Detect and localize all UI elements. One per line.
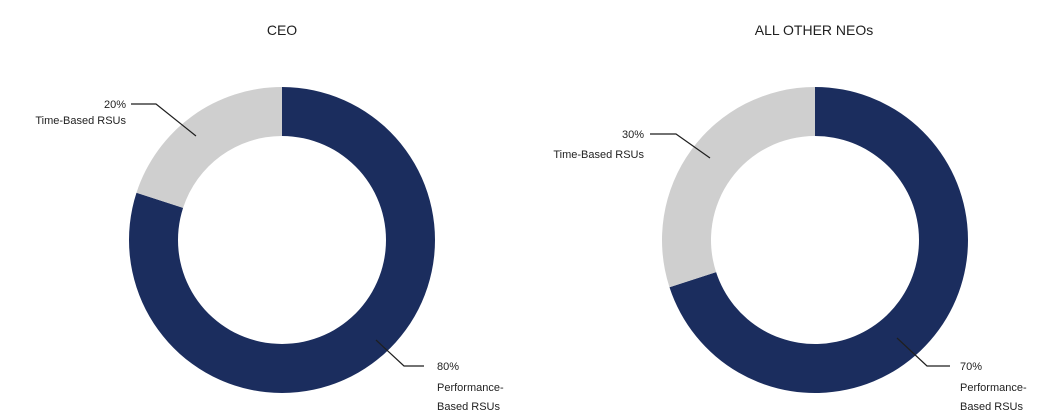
label-name-ceo-time: Time-Based RSUs bbox=[35, 115, 126, 127]
donut-slice-time-based-rsus bbox=[136, 87, 282, 208]
donut-slice-time-based-rsus bbox=[662, 86, 815, 288]
chart-title-ceo: CEO bbox=[267, 22, 297, 38]
leader-line-neos-perf bbox=[896, 337, 950, 367]
label-pct-ceo-time: 20% bbox=[104, 99, 126, 111]
donut-slice-performance-based-rsus bbox=[129, 87, 436, 394]
label-pct-neos-time: 30% bbox=[622, 129, 644, 141]
label-name-neos-perf-2: Based RSUs bbox=[960, 401, 1023, 413]
leader-line-neos-time bbox=[650, 133, 711, 159]
label-name-neos-perf-1: Performance- bbox=[960, 382, 1027, 394]
label-pct-neos-perf: 70% bbox=[960, 361, 982, 373]
chart-title-other-neos: ALL OTHER NEOs bbox=[755, 22, 874, 38]
chart-ceo: CEO 20% Time-Based RSUs 80% Performance-… bbox=[35, 22, 504, 413]
leader-line-ceo-time bbox=[131, 103, 197, 137]
leader-line-ceo-perf bbox=[375, 339, 424, 367]
label-name-ceo-perf-1: Performance- bbox=[437, 382, 504, 394]
donut-other-neos bbox=[662, 86, 969, 393]
donut-slice-performance-based-rsus bbox=[669, 87, 969, 393]
label-pct-ceo-perf: 80% bbox=[437, 361, 459, 373]
chart-other-neos: ALL OTHER NEOs 30% Time-Based RSUs 70% P… bbox=[553, 22, 1027, 413]
donut-ceo bbox=[129, 87, 436, 394]
label-name-neos-time: Time-Based RSUs bbox=[553, 149, 644, 161]
label-name-ceo-perf-2: Based RSUs bbox=[437, 401, 500, 413]
